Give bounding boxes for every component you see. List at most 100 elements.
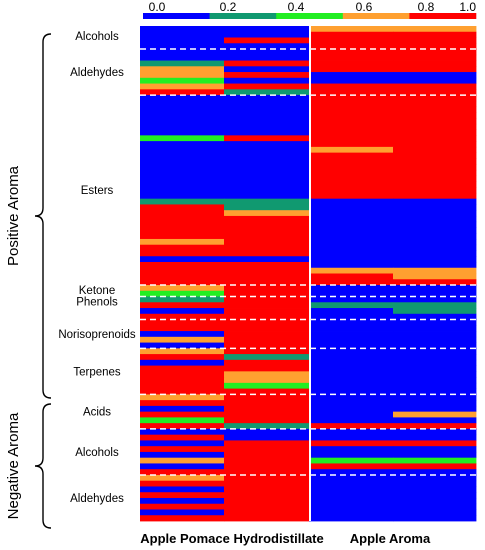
heatmap-cell xyxy=(224,279,310,286)
heatmap-cell xyxy=(140,400,225,407)
heatmap-cell xyxy=(140,181,225,188)
heatmap-cell xyxy=(140,169,225,177)
heatmap-cell xyxy=(309,474,394,482)
heatmap-cell xyxy=(140,279,225,286)
heatmap-cell xyxy=(140,261,225,269)
heatmap-cell xyxy=(140,129,225,136)
heatmap-cell xyxy=(140,428,225,436)
heatmap-cell xyxy=(393,492,477,499)
colorbar-tick-label: 1.0 xyxy=(459,0,476,14)
heatmap-cell xyxy=(140,118,225,125)
heatmap-cell xyxy=(224,100,310,107)
heatmap-cell xyxy=(393,106,477,113)
heatmap-cell xyxy=(224,175,310,182)
heatmap-cell xyxy=(393,371,477,378)
heatmap-cell xyxy=(140,411,225,418)
heatmap-cell xyxy=(140,256,225,263)
heatmap-cell xyxy=(140,509,225,516)
heatmap-cell xyxy=(224,118,310,125)
group-label: Phenols xyxy=(76,297,118,309)
heatmap-cell xyxy=(309,285,394,292)
heatmap-cell xyxy=(224,106,310,113)
heatmap-cell xyxy=(393,319,477,326)
heatmap-cell xyxy=(224,434,310,441)
heatmap-cell xyxy=(393,423,477,430)
heatmap-cell xyxy=(224,359,310,366)
heatmap-cell xyxy=(224,503,310,510)
heatmap-cell xyxy=(309,164,394,171)
heatmap-cell xyxy=(140,112,225,119)
heatmap-cell xyxy=(309,43,394,50)
heatmap-cell xyxy=(224,244,310,251)
heatmap-cell xyxy=(140,238,225,246)
heatmap-cell xyxy=(393,95,477,102)
heatmap-cell xyxy=(140,342,225,349)
panel-label: Apple Pomace Hydrodistillate xyxy=(140,531,324,546)
heatmap-cell xyxy=(224,474,310,482)
heatmap-cell xyxy=(309,146,394,154)
heatmap-cell xyxy=(224,146,310,154)
heatmap-cell xyxy=(140,451,225,459)
heatmap-cell xyxy=(224,129,310,136)
heatmap-cell xyxy=(393,388,477,395)
heatmap-cell xyxy=(224,302,310,309)
group-label: Alcohols xyxy=(75,447,119,459)
heatmap-cell xyxy=(393,474,477,482)
group-label: Acids xyxy=(83,407,111,419)
heatmap-cell xyxy=(393,440,477,447)
heatmap-cell xyxy=(309,49,394,56)
heatmap-cell xyxy=(309,152,394,159)
heatmap-cell xyxy=(309,411,394,418)
heatmap-cell xyxy=(309,319,394,326)
aroma-group-label: Positive Aroma xyxy=(5,165,22,266)
heatmap-cell xyxy=(309,72,394,79)
heatmap-cell xyxy=(309,359,394,366)
heatmap-cell xyxy=(140,290,225,297)
heatmap-cell xyxy=(309,446,394,453)
heatmap-cell xyxy=(309,313,394,320)
heatmap-cell xyxy=(393,112,477,119)
heatmap-cell xyxy=(140,72,225,79)
heatmap-overlay xyxy=(140,26,476,521)
heatmap-cell xyxy=(309,181,394,188)
heatmap-cell xyxy=(393,446,477,453)
heatmap-cell xyxy=(393,486,477,493)
heatmap-cell xyxy=(309,273,394,280)
colorbar-bin-1 xyxy=(209,13,277,19)
heatmap-cell xyxy=(309,118,394,125)
heatmap-cell xyxy=(393,89,477,96)
heatmap-cell xyxy=(224,308,310,315)
heatmap-cell xyxy=(393,175,477,182)
heatmap-cell xyxy=(309,112,394,119)
heatmap-cell xyxy=(140,434,225,441)
heatmap-cell xyxy=(224,267,310,274)
heatmap-cell xyxy=(309,371,394,378)
heatmap-cell xyxy=(140,83,225,90)
heatmap-cell xyxy=(224,135,310,142)
heatmap-cell xyxy=(309,486,394,493)
panel-label: Apple Aroma xyxy=(350,531,431,546)
heatmap-cell xyxy=(140,66,225,73)
heatmap-cell xyxy=(393,336,477,343)
aroma-braces: Positive Aroma Negative Aroma xyxy=(5,33,52,529)
heatmap-cell xyxy=(393,497,477,505)
heatmap-cell xyxy=(393,233,477,240)
heatmap-cell xyxy=(140,446,225,453)
heatmap-cell xyxy=(393,469,477,476)
heatmap-cell xyxy=(309,129,394,136)
heatmap-cell xyxy=(224,66,310,73)
heatmap-cell xyxy=(140,100,225,107)
heatmap-cell xyxy=(393,480,477,487)
heatmap-cell xyxy=(140,175,225,182)
heatmap-cell xyxy=(140,480,225,487)
heatmap-cell xyxy=(140,106,225,113)
heatmap-cell xyxy=(309,221,394,228)
heatmap-cell xyxy=(393,256,477,263)
heatmap-cell xyxy=(140,313,225,320)
heatmap-cell xyxy=(224,515,310,522)
heatmap-cell xyxy=(393,302,477,309)
heatmap-cell xyxy=(224,169,310,177)
heatmap-cell xyxy=(309,256,394,263)
heatmap-cells xyxy=(140,26,477,522)
heatmap-cell xyxy=(309,423,394,430)
